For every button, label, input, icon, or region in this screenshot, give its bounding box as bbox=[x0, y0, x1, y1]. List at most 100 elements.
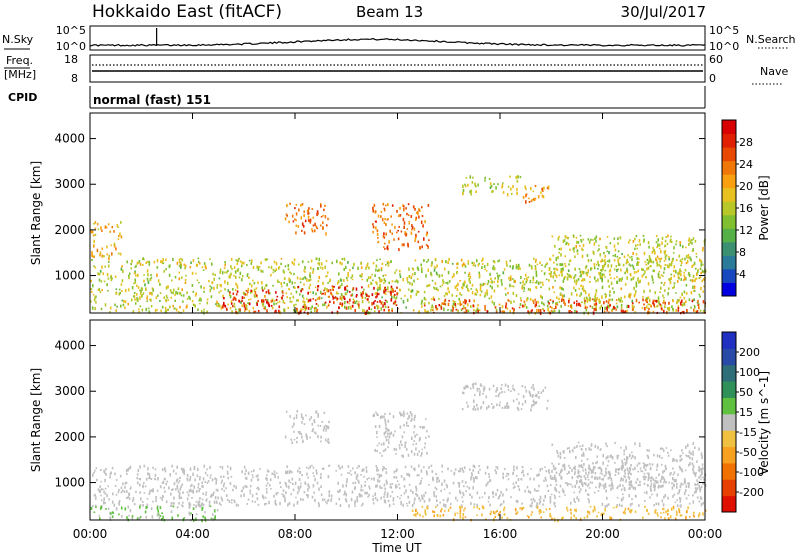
heatmap-cell bbox=[186, 291, 188, 294]
heatmap-cell bbox=[502, 475, 504, 480]
heatmap-cell bbox=[293, 304, 295, 308]
heatmap-cell bbox=[703, 285, 705, 288]
heatmap-cell bbox=[539, 281, 542, 284]
heatmap-cell bbox=[506, 517, 509, 520]
heatmap-cell bbox=[319, 424, 322, 427]
heatmap-cell bbox=[421, 214, 424, 217]
heatmap-cell bbox=[346, 478, 348, 482]
heatmap-cell bbox=[255, 475, 258, 478]
heatmap-cell bbox=[352, 482, 354, 485]
heatmap-cell bbox=[420, 481, 422, 485]
heatmap-cell bbox=[273, 302, 275, 306]
heatmap-cell bbox=[586, 273, 589, 277]
heatmap-cell bbox=[243, 310, 246, 313]
heatmap-cell bbox=[350, 497, 353, 502]
heatmap-cell bbox=[592, 509, 594, 513]
heatmap-cell bbox=[416, 211, 419, 214]
heatmap-cell bbox=[320, 493, 323, 497]
heatmap-cell bbox=[589, 505, 592, 508]
heatmap-cell bbox=[632, 252, 634, 255]
heatmap-cell bbox=[695, 310, 697, 313]
heatmap-cell bbox=[159, 292, 162, 294]
heatmap-cell bbox=[309, 465, 311, 469]
heatmap-cell bbox=[476, 389, 479, 392]
heatmap-cell bbox=[650, 485, 653, 487]
heatmap-cell bbox=[360, 266, 363, 269]
heatmap-cell bbox=[145, 307, 147, 312]
heatmap-cell bbox=[165, 482, 167, 486]
heatmap-cell bbox=[326, 306, 328, 309]
heatmap-cell bbox=[432, 306, 434, 309]
heatmap-cell bbox=[688, 485, 690, 489]
heatmap-cell bbox=[362, 489, 364, 492]
heatmap-cell bbox=[149, 477, 151, 480]
heatmap-cell bbox=[648, 245, 650, 249]
heatmap-cell bbox=[339, 489, 341, 493]
heatmap-cell bbox=[148, 310, 151, 314]
heatmap-cell bbox=[92, 473, 94, 477]
heatmap-cell bbox=[474, 475, 477, 479]
heatmap-cell bbox=[132, 497, 135, 501]
heatmap-cell bbox=[337, 292, 339, 295]
heatmap-cell bbox=[316, 288, 319, 292]
noise-panel-frame bbox=[89, 25, 706, 51]
heatmap-cell bbox=[673, 265, 676, 269]
heatmap-cell bbox=[297, 431, 300, 434]
heatmap-cell bbox=[426, 506, 428, 509]
heatmap-cell bbox=[699, 496, 702, 500]
heatmap-cell bbox=[133, 295, 135, 298]
heatmap-cell bbox=[549, 299, 552, 301]
heatmap-cell bbox=[643, 463, 646, 466]
heatmap-cell bbox=[229, 307, 232, 310]
heatmap-cell bbox=[328, 280, 331, 283]
heatmap-cell bbox=[138, 478, 141, 480]
heatmap-cell bbox=[426, 451, 428, 455]
heatmap-cell bbox=[475, 288, 478, 291]
heatmap-cell bbox=[672, 307, 674, 311]
heatmap-cell bbox=[695, 252, 698, 255]
heatmap-cell bbox=[682, 245, 684, 249]
heatmap-cell bbox=[297, 299, 299, 302]
heatmap-cell bbox=[570, 305, 572, 308]
heatmap-cell bbox=[529, 491, 532, 494]
heatmap-cell bbox=[525, 194, 527, 198]
heatmap-cell bbox=[554, 310, 556, 312]
heatmap-cell bbox=[353, 300, 356, 303]
heatmap-cell bbox=[337, 490, 340, 493]
heatmap-cell bbox=[692, 248, 694, 252]
heatmap-cell bbox=[616, 504, 618, 507]
heatmap-cell bbox=[223, 489, 226, 492]
heatmap-cell bbox=[374, 492, 376, 496]
heatmap-cell bbox=[519, 268, 521, 270]
heatmap-cell bbox=[544, 466, 546, 468]
heatmap-cell bbox=[647, 512, 650, 516]
heatmap-cell bbox=[702, 476, 704, 479]
heatmap-cell bbox=[291, 425, 294, 428]
heatmap-cell bbox=[621, 300, 623, 303]
heatmap-cell bbox=[539, 309, 542, 313]
heatmap-cell bbox=[654, 479, 656, 483]
heatmap-cell bbox=[697, 469, 700, 471]
heatmap-cell bbox=[520, 408, 523, 411]
heatmap-cell bbox=[543, 499, 545, 502]
heatmap-cell bbox=[680, 270, 682, 273]
heatmap-cell bbox=[210, 517, 213, 520]
heatmap-cell bbox=[238, 276, 241, 279]
heatmap-cell bbox=[603, 273, 605, 276]
heatmap-cell bbox=[311, 422, 314, 426]
heatmap-cell bbox=[264, 496, 267, 499]
heatmap-cell bbox=[527, 489, 530, 493]
heatmap-cell bbox=[604, 293, 606, 296]
heatmap-cell bbox=[406, 298, 409, 302]
heatmap-cell bbox=[653, 269, 656, 273]
heatmap-cell bbox=[423, 237, 425, 241]
heatmap-cell bbox=[295, 310, 297, 313]
heatmap-cell bbox=[118, 504, 121, 506]
heatmap-cell bbox=[197, 467, 199, 472]
heatmap-cell bbox=[151, 515, 154, 519]
heatmap-cell bbox=[328, 465, 330, 467]
heatmap-cell bbox=[423, 466, 425, 469]
heatmap-cell bbox=[292, 220, 295, 223]
heatmap-cell bbox=[645, 464, 647, 468]
